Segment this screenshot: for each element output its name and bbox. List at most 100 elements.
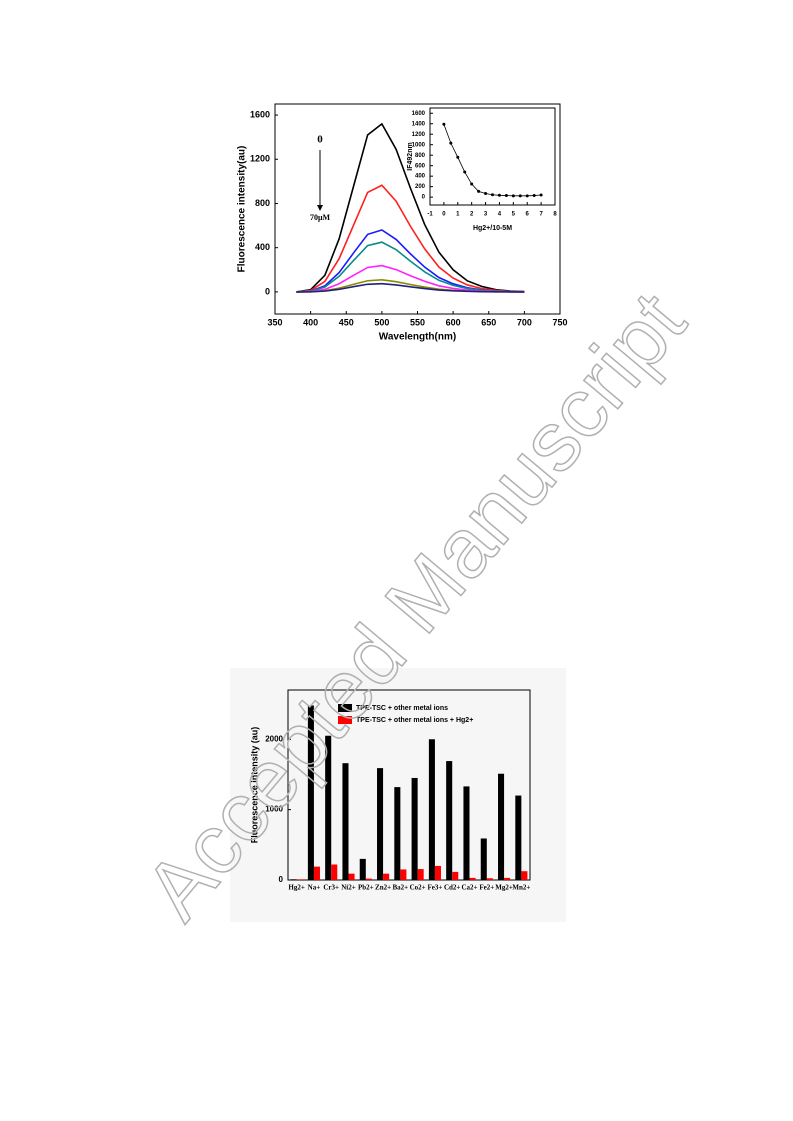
y-tick-label: 1200 xyxy=(412,132,426,138)
legend-label: TPE-TSC + other metal ions xyxy=(356,705,448,712)
bar xyxy=(365,878,372,880)
x-tick-label: -1 xyxy=(427,212,433,218)
bar xyxy=(504,877,511,880)
y-tick-label: 600 xyxy=(415,163,426,169)
y-tick-label: 1400 xyxy=(412,121,426,127)
bar xyxy=(463,786,470,880)
y-tick-label: 800 xyxy=(255,198,270,208)
bar xyxy=(480,838,487,880)
bar xyxy=(296,879,303,880)
x-tick-label: Cr3+ xyxy=(323,884,339,892)
x-tick-label: Cd2+ xyxy=(444,884,460,892)
x-tick-label: 450 xyxy=(339,317,354,327)
bar xyxy=(383,873,390,880)
x-tick-label: Ba2+ xyxy=(393,884,409,892)
bar xyxy=(400,869,407,880)
y-tick-label: 0 xyxy=(422,195,426,201)
bar xyxy=(486,878,493,880)
y-axis-label: IF492nm xyxy=(407,142,414,170)
data-point xyxy=(497,193,501,197)
legend-swatch xyxy=(338,716,352,724)
series-line xyxy=(296,122,525,293)
bar xyxy=(452,871,459,880)
plot-frame xyxy=(287,689,531,881)
data-point xyxy=(470,182,474,186)
bar xyxy=(313,866,320,880)
y-axis-label: Fluorescence intensity(au) xyxy=(237,146,248,273)
y-tick-label: 400 xyxy=(415,174,426,180)
x-axis-label: Hg2+/10-5M xyxy=(473,225,512,232)
data-point xyxy=(532,194,536,198)
x-tick-label: Pb2+ xyxy=(358,884,374,892)
series-line xyxy=(296,282,525,293)
data-point xyxy=(525,194,529,198)
data-point xyxy=(491,193,494,197)
y-tick-label: 400 xyxy=(255,242,270,252)
legend-swatch xyxy=(338,704,352,712)
annotation: 70μM xyxy=(310,213,331,222)
x-tick-label: 550 xyxy=(410,317,425,327)
bar xyxy=(446,761,453,880)
y-tick-label: 1000 xyxy=(265,805,283,814)
y-tick-label: 0 xyxy=(279,875,284,884)
series-line xyxy=(296,184,525,293)
x-tick-label: Hg2+ xyxy=(288,884,304,892)
data-point xyxy=(456,155,460,159)
annotation: 0 xyxy=(317,134,323,146)
bar xyxy=(325,735,332,880)
y-tick-label: 1600 xyxy=(412,111,426,117)
bar xyxy=(515,795,522,880)
data-point xyxy=(463,170,467,174)
annotation-arrowhead xyxy=(317,205,323,211)
plot-frame xyxy=(429,107,556,206)
x-tick-label: 600 xyxy=(446,317,461,327)
data-point xyxy=(484,191,488,195)
bar xyxy=(417,869,424,880)
bar xyxy=(331,864,338,880)
data-point xyxy=(511,194,515,198)
bar xyxy=(342,763,349,880)
bar xyxy=(359,858,366,880)
bar xyxy=(428,739,435,880)
series-line xyxy=(443,124,542,197)
bar xyxy=(377,768,384,880)
x-tick-label: 7 xyxy=(539,212,543,218)
x-tick-label: Co2+ xyxy=(410,884,426,892)
x-tick-label: 650 xyxy=(481,317,496,327)
x-tick-label: 1 xyxy=(456,212,460,218)
data-point xyxy=(504,194,508,198)
x-tick-label: 0 xyxy=(442,212,446,218)
x-tick-label: 350 xyxy=(267,317,282,327)
x-axis-label: Wavelength(nm) xyxy=(379,332,456,343)
x-tick-label: Fe2+ xyxy=(479,884,494,892)
y-tick-label: 800 xyxy=(415,153,426,159)
x-tick-label: Zn2+ xyxy=(375,884,391,892)
x-tick-label: 500 xyxy=(374,317,389,327)
x-tick-label: 6 xyxy=(526,212,530,218)
bar xyxy=(521,871,528,880)
data-point xyxy=(518,194,522,198)
x-tick-label: 3 xyxy=(484,212,488,218)
x-tick-label: 750 xyxy=(552,317,567,327)
bar xyxy=(469,877,476,880)
bar xyxy=(307,705,314,880)
x-tick-label: 400 xyxy=(303,317,318,327)
bar xyxy=(348,873,355,880)
y-tick-label: 1000 xyxy=(412,142,426,148)
data-point xyxy=(539,193,543,197)
x-tick-label: 5 xyxy=(512,212,516,218)
x-tick-label: 2 xyxy=(470,212,474,218)
bar xyxy=(498,773,505,880)
bar xyxy=(290,879,297,880)
data-point xyxy=(477,189,481,193)
x-tick-label: 8 xyxy=(553,212,557,218)
y-tick-label: 1600 xyxy=(250,109,270,119)
y-tick-label: 2000 xyxy=(265,734,283,743)
y-tick-label: 200 xyxy=(415,184,426,190)
x-tick-label: Fe3+ xyxy=(427,884,442,892)
data-point xyxy=(449,141,453,145)
bar xyxy=(434,865,441,880)
legend-label: TPE-TSC + other metal ions + Hg2+ xyxy=(356,717,473,724)
x-tick-label: Mg2+ xyxy=(495,884,513,892)
